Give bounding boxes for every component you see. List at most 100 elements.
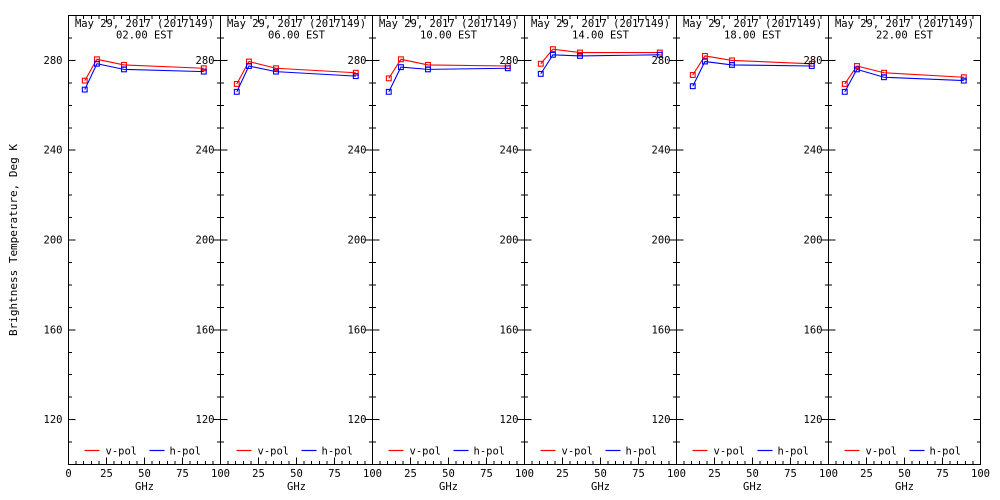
x-tick-label: 50 [442,468,455,480]
x-axis-unit-label: GHz [287,481,306,493]
x-axis-unit-label: GHz [439,481,458,493]
panel-5: 120 160 200 240 280 25 50 75 100 GHz May 29, 2017 … [652,15,838,493]
h-pol-marker [537,70,544,77]
panel-title-time: 02.00 EST [116,30,174,42]
panel-title-date: May 29, 2017 (2017149) [75,18,214,30]
x-tick-label: 75 [784,468,797,480]
x-axis-unit-label: GHz [743,481,762,493]
h-pol-marker [121,66,127,73]
panel-title-time: 14.00 EST [572,30,630,42]
x-tick-label: 50 [594,468,607,480]
h-pol-line [844,68,964,93]
h-pol-marker [397,64,404,71]
y-tick-label: 160 [348,324,367,336]
y-tick-label: 160 [196,324,215,336]
x-tick-label: 100 [363,468,382,480]
x-axis-unit-label: GHz [135,481,154,493]
x-tick-label: 50 [746,468,759,480]
v-pol-marker [200,65,207,72]
legend-v-pol-label: v-pol [562,446,594,458]
h-pol-marker [960,77,967,84]
h-pol-marker [425,66,431,73]
panel-6: 120 160 200 240 280 25 50 75 100 GHz May 29, 2017 … [804,15,990,493]
v-pol-marker [960,74,967,81]
y-tick-label: 240 [44,145,63,157]
h-pol-line [236,65,356,93]
h-pol-marker [656,51,663,58]
panel-1: 120 160 200 240 280 0 25 50 75 100 GHz May 29, 2017… [44,15,230,493]
x-tick-label: 25 [404,468,417,480]
panel-title-time: 18.00 EST [724,30,782,42]
y-axis-title: Brightness Temperature, Deg K [7,144,20,336]
x-tick-label: 25 [556,468,569,480]
v-pol-marker [233,81,240,87]
x-tick-label: 75 [328,468,341,480]
y-tick-label: 160 [44,324,63,336]
panel-title-time: 06.00 EST [268,30,326,42]
x-tick-label: 100 [971,468,990,480]
legend-v-pol-label: v-pol [410,446,442,458]
x-tick-label: 75 [632,468,645,480]
v-pol-marker [537,60,544,67]
y-tick-label: 120 [196,414,215,426]
h-pol-marker [385,88,392,95]
legend-h-pol-label: h-pol [626,446,658,458]
legend-h-pol-label: h-pol [474,446,506,458]
h-pol-marker [93,60,100,67]
h-pol-marker [352,73,359,80]
y-tick-label: 200 [804,235,823,247]
v-pol-line [84,58,204,81]
legend-v-pol-label: v-pol [106,446,138,458]
y-tick-label: 120 [44,414,63,426]
v-pol-marker [352,69,359,76]
y-tick-label: 200 [652,235,671,247]
legend-v-pol-label: v-pol [714,446,746,458]
panel-3: 120 160 200 240 280 25 50 75 100 GHz May 29, 2017 … [348,15,534,493]
h-pol-marker [504,65,511,72]
y-tick-label: 120 [652,414,671,426]
h-pol-marker [273,68,279,75]
v-pol-marker [853,63,860,69]
x-tick-label: 100 [667,468,686,480]
x-tick-label: 100 [819,468,838,480]
y-tick-label: 200 [44,235,63,247]
h-pol-marker [841,88,848,95]
h-pol-marker [200,68,207,75]
y-tick-label: 240 [500,145,519,157]
h-pol-line [540,54,660,75]
x-axis-unit-label: GHz [591,481,610,493]
x-tick-label: 100 [515,468,534,480]
y-tick-label: 280 [500,55,519,67]
legend-v-pol-label: v-pol [866,446,898,458]
h-pol-marker [881,74,887,81]
v-pol-marker [81,77,88,84]
y-tick-label: 240 [804,145,823,157]
x-tick-label: 50 [138,468,151,480]
y-tick-label: 160 [500,324,519,336]
y-tick-label: 200 [196,235,215,247]
x-tick-label: 75 [176,468,189,480]
legend-h-pol-label: h-pol [778,446,810,458]
v-pol-marker [689,72,696,78]
panel-title-date: May 29, 2017 (2017149) [379,18,518,30]
y-tick-label: 200 [500,235,519,247]
v-pol-marker [273,65,279,72]
x-tick-label: 50 [898,468,911,480]
h-pol-marker [689,83,696,90]
x-tick-label: 25 [860,468,873,480]
y-tick-label: 120 [348,414,367,426]
h-pol-marker [549,51,556,58]
v-pol-marker [701,52,708,59]
y-tick-label: 280 [804,55,823,67]
h-pol-line [388,66,508,93]
panel-title-time: 10.00 EST [420,30,478,42]
legend-h-pol-label: h-pol [170,446,202,458]
panel-title-date: May 29, 2017 (2017149) [835,18,974,30]
h-pol-marker [81,86,88,93]
x-tick-label: 25 [100,468,113,480]
y-tick-label: 120 [500,414,519,426]
x-tick-label: 25 [708,468,721,480]
v-pol-marker [841,81,848,87]
